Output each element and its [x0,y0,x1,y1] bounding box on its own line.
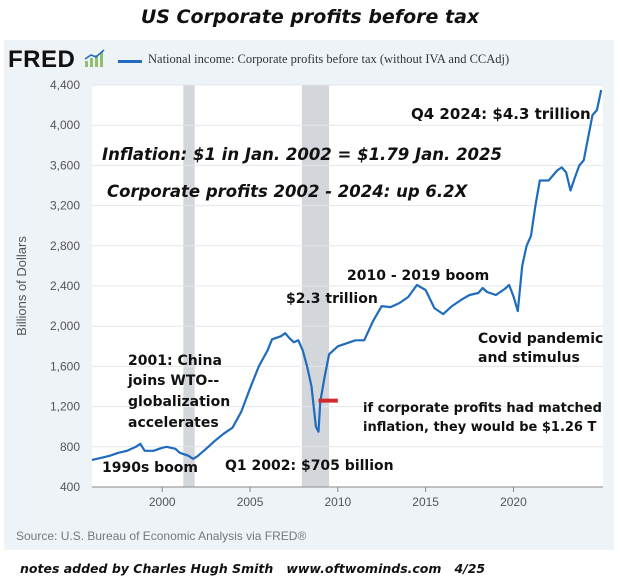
annotation-inflation: Inflation: $1 in Jan. 2002 = $1.79 Jan. … [102,145,502,164]
annotation-corporate-profits: Corporate profits 2002 - 2024: up 6.2X [107,182,469,201]
series-layer [91,89,603,461]
x-tick-label: 2020 [500,495,527,509]
x-tick-label: 2000 [149,495,176,509]
annotation-1990s-boom: 1990s boom [102,460,198,476]
y-tick-label: 1,600 [50,359,80,373]
annotation-q1-2002: Q1 2002: $705 billion [225,458,394,474]
annotation-boom-2010: 2010 - 2019 boom [347,268,489,284]
y-tick-label: 1,200 [50,400,80,414]
axes: 400 800 1,200 1,600 2,000 2,400 2,800 3,200 3,60… [14,78,603,509]
y-axis-label: Billions of Dollars [14,236,29,336]
y-tick-label: 2,800 [50,239,80,253]
annotation-china-1: 2001: China [128,353,222,369]
footer-note: notes added by Charles Hugh Smith www.of… [20,561,486,576]
x-tick-label: 2010 [324,495,351,509]
legend-line-swatch [118,60,142,63]
annotation-covid-2: and stimulus [478,350,580,366]
y-tick-label: 4,400 [50,78,80,92]
x-tick-label: 2005 [237,495,264,509]
fred-logo: FRED [8,46,76,73]
page-title: US Corporate profits before tax [140,6,480,28]
x-tick-label: 2015 [412,495,439,509]
y-tick-label: 3,200 [50,199,80,213]
y-tick-label: 3,600 [50,158,80,172]
annotation-china-4: accelerates [128,415,219,431]
y-tick-label: 2,000 [50,319,80,333]
annotation-china-3: globalization [128,394,230,410]
y-tick-label: 400 [60,480,80,494]
annotation-covid-1: Covid pandemic [478,331,603,347]
grid-lines [92,84,603,488]
source-text: Source: U.S. Bureau of Economic Analysis… [16,529,306,543]
annotation-china-2: joins WTO-- [127,373,219,389]
y-tick-label: 4,000 [50,118,80,132]
annotation-2-3-trillion: $2.3 trillion [286,291,378,307]
annotation-matched-1: if corporate profits had matched [363,401,602,416]
annotation-q4-2024: Q4 2024: $4.3 trillion [411,105,591,123]
fred-chart-icon [84,49,105,67]
series-line-1 [91,89,603,461]
y-tick-label: 800 [60,440,80,454]
y-tick-label: 2,400 [50,279,80,293]
legend-label: National income: Corporate profits befor… [148,52,510,66]
annotation-matched-2: inflation, they would be $1.26 T [363,420,597,435]
